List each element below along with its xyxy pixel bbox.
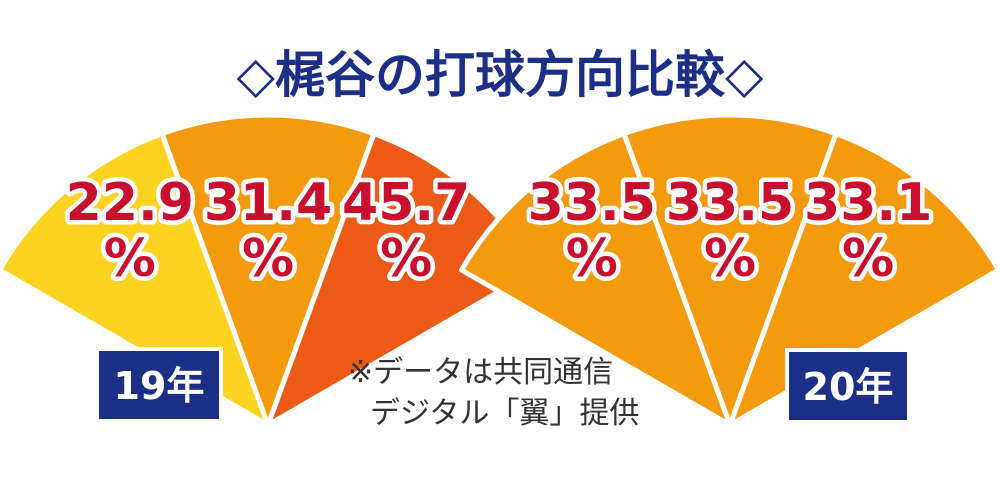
- data-label-20-2: 33.5: [666, 173, 794, 233]
- year-badge-2019: 19年: [95, 347, 223, 423]
- year-badge-2020-bg: [785, 348, 911, 424]
- unit-label-19-3: %: [380, 229, 432, 289]
- data-label-20-1: 33.5: [528, 173, 656, 233]
- data-label-19-3: 45.7: [342, 173, 470, 233]
- unit-label-20-1: %: [566, 229, 618, 289]
- data-label-19-2: 31.4: [204, 173, 332, 233]
- unit-label-19-1: %: [104, 229, 156, 289]
- source-note-line2: デジタル「翼」提供: [370, 396, 639, 431]
- unit-label-20-3: %: [842, 229, 894, 289]
- unit-label-19-2: %: [242, 229, 294, 289]
- fan-wedge-19-2: [159, 112, 377, 428]
- fan-wedge-20-2: [621, 112, 839, 428]
- unit-label-20-2: %: [704, 229, 756, 289]
- data-label-19-1: 22.9: [66, 173, 194, 233]
- year-label-2020: 20年: [803, 365, 894, 409]
- chart-title: ◇梶谷の打球方向比較◇: [237, 46, 764, 104]
- fan-wedge-20-1: [459, 131, 733, 428]
- year-label-2019: 19年: [114, 364, 205, 408]
- source-note-line1: ※データは共同通信: [348, 355, 613, 390]
- data-label-20-3: 33.1: [804, 173, 932, 233]
- year-badge-2020: 20年: [785, 348, 911, 424]
- year-badge-2019-bg: [95, 347, 223, 423]
